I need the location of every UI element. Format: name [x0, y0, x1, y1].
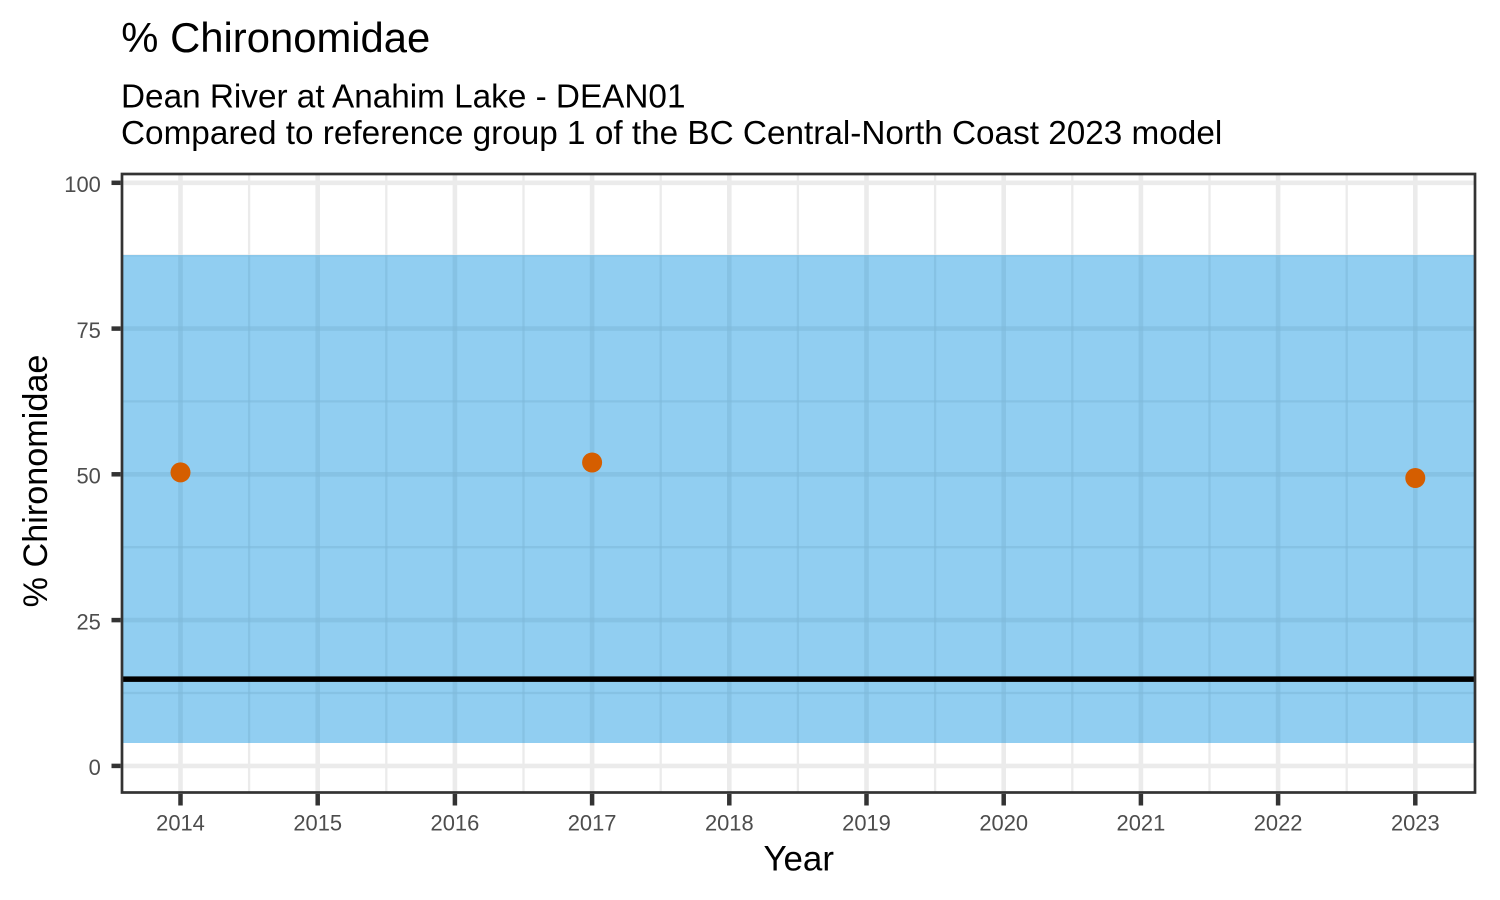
svg-text:2020: 2020 — [979, 811, 1028, 836]
svg-text:Compared to reference group 1: Compared to reference group 1 of the BC … — [121, 115, 1222, 152]
svg-text:% Chironomidae: % Chironomidae — [121, 14, 430, 61]
svg-text:2018: 2018 — [705, 811, 754, 836]
svg-text:75: 75 — [76, 318, 100, 343]
svg-text:Dean River at Anahim Lake - DE: Dean River at Anahim Lake - DEAN01 — [121, 78, 685, 115]
svg-text:2022: 2022 — [1254, 811, 1303, 836]
svg-text:2014: 2014 — [156, 811, 205, 836]
svg-text:25: 25 — [76, 609, 100, 634]
svg-text:100: 100 — [64, 172, 101, 197]
svg-text:2017: 2017 — [568, 811, 617, 836]
svg-text:0: 0 — [89, 755, 101, 780]
svg-text:2021: 2021 — [1117, 811, 1166, 836]
svg-text:2019: 2019 — [842, 811, 891, 836]
svg-text:Year: Year — [763, 839, 834, 878]
svg-text:50: 50 — [76, 464, 100, 489]
svg-text:% Chironomidae: % Chironomidae — [17, 355, 55, 608]
svg-text:2015: 2015 — [293, 811, 342, 836]
svg-text:2016: 2016 — [431, 811, 480, 836]
svg-text:2023: 2023 — [1391, 811, 1440, 836]
